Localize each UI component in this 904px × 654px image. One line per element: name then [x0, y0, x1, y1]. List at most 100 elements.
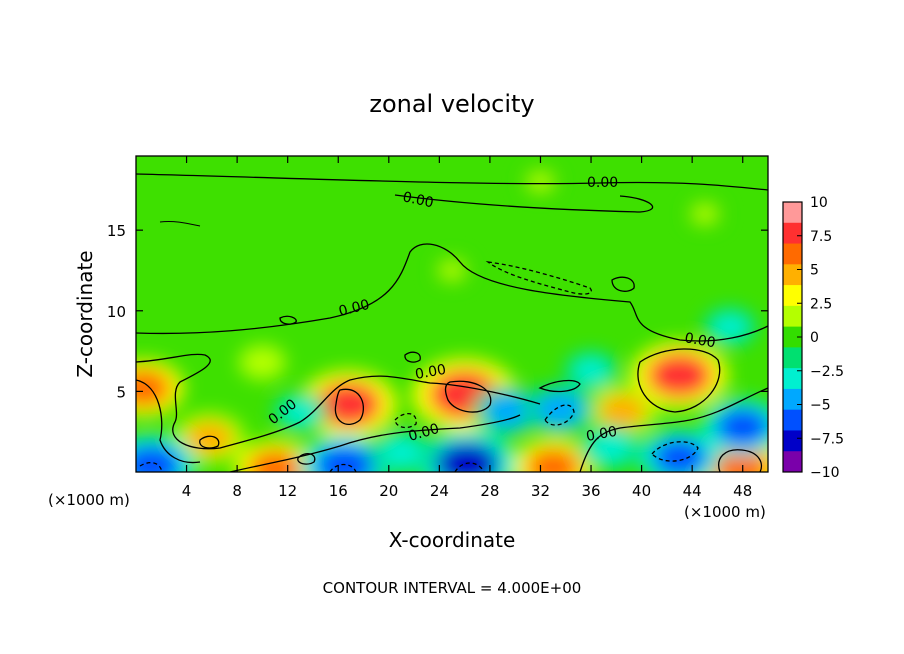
colorbar-tick-label: −10 [810, 465, 840, 481]
velocity-feature [588, 432, 632, 464]
colorbar-swatch [783, 409, 802, 431]
colorbar-swatch [783, 368, 802, 390]
y-axis-ticks: 5 10 15 [107, 222, 768, 401]
contour-line [329, 463, 357, 472]
colorbar-swatch [783, 202, 802, 224]
velocity-feature [185, 421, 234, 456]
contour-line [334, 388, 364, 425]
velocity-feature [248, 449, 302, 472]
contour-line [444, 380, 492, 413]
colorbar-swatch [783, 243, 802, 265]
contour-line [279, 315, 297, 325]
contour-line [544, 404, 575, 426]
velocity-feature [434, 441, 500, 472]
contour-interval-footer: CONTOUR INTERVAL = 4.000E+00 [323, 579, 582, 597]
contour-line [136, 353, 541, 450]
x-tick-label: 12 [278, 482, 297, 500]
contour-line [394, 194, 654, 213]
colorbar-swatch [783, 305, 802, 328]
colorbar-swatch [783, 285, 802, 307]
x-tick-label: 28 [480, 482, 499, 500]
contour-line [718, 449, 763, 472]
contour-lines [136, 173, 768, 472]
colorbar-tick-label: −7.5 [810, 431, 844, 447]
x-axis-label: X-coordinate [389, 528, 516, 552]
x-tick-label: 20 [379, 482, 398, 500]
x-tick-label: 24 [430, 482, 449, 500]
contour-line [485, 261, 592, 295]
velocity-feature [647, 352, 712, 398]
colorbar: 10 7.5 5 2.5 0 −2.5 −5 −7.5 −10 [782, 195, 844, 481]
contour-line [297, 452, 316, 465]
velocity-feature [281, 398, 319, 426]
x-tick-label: 32 [531, 482, 550, 500]
colorbar-swatch [783, 264, 802, 286]
velocity-feature [314, 444, 375, 472]
velocity-feature [652, 438, 707, 472]
velocity-feature [535, 392, 584, 427]
contour-line [136, 173, 768, 191]
contour-line [651, 441, 699, 462]
y-tick-label: 5 [116, 383, 126, 401]
x-tick-label: 16 [329, 482, 348, 500]
contour-line [136, 243, 768, 342]
contour-line [159, 221, 201, 227]
contour-line [136, 379, 201, 464]
colorbar-swatch [783, 347, 802, 369]
contour-label: 0.00 [587, 175, 618, 191]
contour-label: 0.00 [337, 297, 371, 320]
x-unit-left: (×1000 m) [48, 491, 130, 509]
colorbar-swatch [783, 430, 802, 452]
velocity-feature [598, 393, 647, 428]
velocity-feature [246, 350, 278, 374]
colorbar-swatch [783, 222, 802, 245]
colorbar-tick-label: −5 [810, 398, 831, 414]
velocity-feature [380, 437, 423, 468]
contour-line [394, 413, 417, 429]
x-tick-label: 4 [182, 482, 192, 500]
colorbar-swatch [783, 388, 802, 411]
plot-area: 0.00 0.00 0.00 0.00 0.00 0.00 0.00 0.00 … [107, 155, 769, 500]
contour-label: 0.00 [414, 362, 447, 383]
contour-label: 0.00 [585, 424, 618, 445]
velocity-feature [484, 393, 533, 428]
contour-line [611, 276, 635, 292]
chart-title: zonal velocity [369, 90, 534, 118]
contour-line [404, 351, 421, 363]
velocity-feature [136, 369, 171, 407]
x-unit-right: (×1000 m) [684, 503, 766, 521]
plot-frame [135, 155, 769, 473]
velocity-feature [439, 260, 465, 281]
contour-line [229, 414, 521, 472]
x-axis-ticks: 4 8 12 16 20 24 28 32 36 40 44 48 [182, 156, 752, 500]
velocity-feature [692, 204, 718, 224]
colorbar-swatch [783, 326, 802, 348]
velocity-feature [715, 408, 768, 446]
x-tick-label: 8 [232, 482, 242, 500]
contour-line [454, 462, 485, 472]
velocity-feature [711, 313, 749, 341]
contour-line [579, 387, 768, 472]
velocity-feature [527, 171, 554, 192]
contour-label: 0.00 [401, 189, 435, 211]
colorbar-tick-label: 2.5 [810, 296, 832, 312]
x-tick-label: 48 [733, 482, 752, 500]
velocity-feature [526, 448, 580, 472]
y-axis-label: Z-coordinate [73, 250, 97, 377]
contour-line [199, 435, 220, 449]
velocity-feature [572, 357, 610, 384]
contour-line [637, 348, 721, 413]
x-tick-label: 40 [632, 482, 651, 500]
colorbar-tick-label: −2.5 [810, 364, 844, 380]
x-tick-label: 36 [581, 482, 600, 500]
contour-label: 0.00 [683, 330, 716, 351]
y-tick-label: 10 [107, 303, 126, 321]
x-tick-label: 44 [683, 482, 702, 500]
colorbar-tick-label: 10 [810, 195, 828, 211]
colorbar-tick-label: 5 [810, 263, 819, 279]
y-tick-label: 15 [107, 222, 126, 240]
contour-line [538, 379, 581, 393]
contour-line [139, 461, 163, 472]
colorbar-tick-label: 7.5 [810, 229, 832, 245]
